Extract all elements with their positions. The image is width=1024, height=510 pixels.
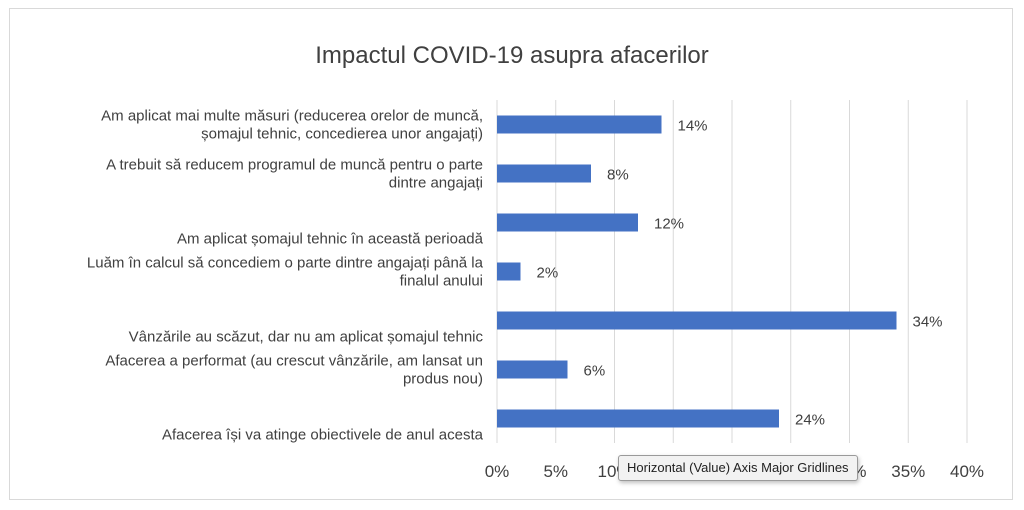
- data-label: 2%: [537, 265, 559, 282]
- x-tick-label: 40%: [950, 462, 984, 481]
- bar[interactable]: [497, 360, 568, 379]
- category-label: Am aplicat mai multe măsuri (reducerea o…: [101, 108, 483, 125]
- data-label: 6%: [584, 363, 606, 380]
- category-label: dintre angajați: [389, 175, 483, 192]
- x-tick-label: 5%: [543, 462, 568, 481]
- data-label: 12%: [654, 216, 684, 233]
- category-label: Luăm în calcul să concediem o parte dint…: [87, 255, 484, 272]
- bar[interactable]: [497, 164, 591, 183]
- category-label: Afacerea a performat (au crescut vânzări…: [105, 353, 483, 370]
- category-label: Vânzările au scăzut, dar nu am aplicat ș…: [129, 329, 484, 346]
- category-label: șomajul tehnic, concedierea unor angajaț…: [201, 126, 483, 143]
- category-label: A trebuit să reducem programul de muncă …: [106, 157, 483, 174]
- bar[interactable]: [497, 115, 662, 134]
- data-label: 8%: [607, 167, 629, 184]
- data-label: 34%: [913, 314, 943, 331]
- data-label: 14%: [678, 118, 708, 135]
- chart-title: Impactul COVID-19 asupra afacerilor: [315, 42, 709, 69]
- category-label: Am aplicat șomajul tehnic în această per…: [177, 231, 484, 248]
- gridlines-tooltip: Horizontal (Value) Axis Major Gridlines: [618, 455, 858, 481]
- x-tick-label: 35%: [891, 462, 925, 481]
- bar[interactable]: [497, 213, 638, 232]
- category-label: produs nou): [403, 371, 483, 388]
- bar[interactable]: [497, 409, 779, 428]
- bar[interactable]: [497, 311, 897, 330]
- data-label: 24%: [795, 412, 825, 429]
- category-label: finalul anului: [400, 273, 483, 290]
- bar[interactable]: [497, 262, 521, 281]
- x-tick-label: 0%: [485, 462, 510, 481]
- category-label: Afacerea își va atinge obiectivele de an…: [162, 427, 484, 444]
